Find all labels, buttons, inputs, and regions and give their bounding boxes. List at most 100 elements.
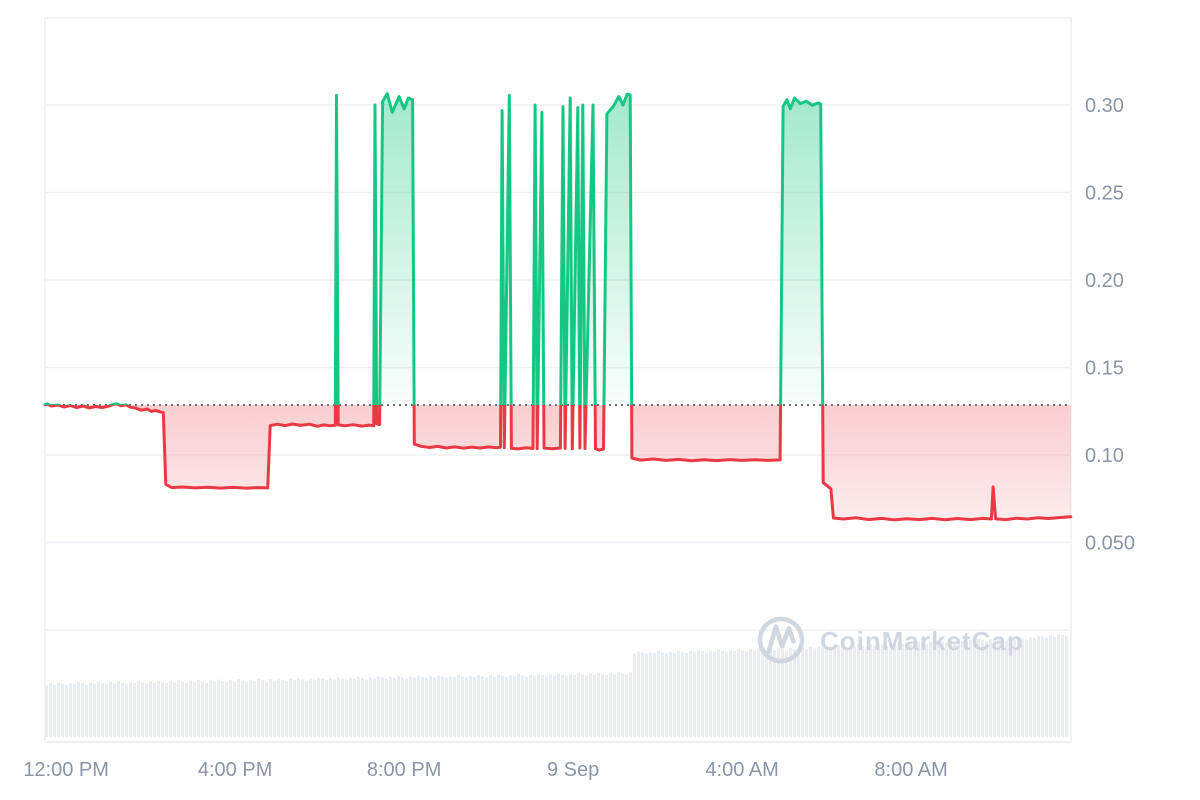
coinmarketcap-logo-icon: [757, 616, 805, 664]
volume-bar: [437, 675, 440, 737]
volume-bar: [273, 680, 276, 737]
x-tick-label: 8:00 AM: [874, 759, 947, 781]
volume-bar: [201, 681, 204, 737]
volume-bar: [1029, 637, 1032, 737]
volume-bar: [933, 642, 936, 737]
volume-bar: [449, 675, 452, 737]
volume-bar: [553, 675, 556, 737]
volume-bar: [269, 679, 272, 737]
volume-bar: [97, 681, 100, 737]
volume-bar: [373, 678, 376, 737]
volume-bar: [821, 647, 824, 737]
volume-bar: [889, 643, 892, 737]
y-axis-labels: 0.30 0.25 0.20 0.15 0.10 0.050: [1085, 95, 1135, 555]
volume-bar: [673, 652, 676, 737]
volume-bar: [89, 682, 92, 737]
volume-bar: [665, 653, 668, 737]
volume-bar: [993, 640, 996, 737]
volume-bar: [237, 679, 240, 737]
volume-bar: [401, 677, 404, 737]
volume-bar: [157, 680, 160, 737]
volume-bar: [409, 676, 412, 737]
volume-bar: [325, 680, 328, 737]
volume-bar: [225, 682, 228, 737]
volume-bar: [925, 643, 928, 737]
volume-bar: [445, 677, 448, 737]
volume-bar: [81, 683, 84, 737]
coinmarketcap-watermark: CoinMarketCap: [757, 616, 1023, 664]
volume-bar: [349, 677, 352, 737]
volume-bar: [65, 685, 68, 737]
volume-bar: [581, 674, 584, 737]
volume-bar: [817, 646, 820, 737]
volume-bar: [737, 648, 740, 737]
volume-bar: [765, 650, 768, 737]
volume-bar: [385, 678, 388, 737]
volume-bar: [113, 683, 116, 737]
volume-bar: [301, 679, 304, 737]
volume-bar: [693, 652, 696, 737]
volume-bar: [757, 648, 760, 737]
volume-bar: [833, 647, 836, 737]
volume-bar: [69, 682, 72, 737]
volume-bar: [229, 679, 232, 737]
volume-bar: [365, 679, 368, 737]
volume-bar: [653, 653, 656, 737]
volume-bar: [701, 651, 704, 737]
volume-bar: [633, 653, 636, 737]
volume-bar: [549, 674, 552, 737]
volume-bar: [1017, 637, 1020, 737]
volume-bar: [313, 679, 316, 737]
volume-bar: [209, 680, 212, 737]
chart-plot-area[interactable]: [45, 18, 1071, 742]
volume-bar: [989, 639, 992, 737]
volume-bar: [789, 648, 792, 737]
volume-bar: [53, 684, 56, 737]
volume-bar: [241, 680, 244, 737]
volume-bar: [785, 650, 788, 737]
volume-bar: [829, 646, 832, 737]
volume-bar: [417, 675, 420, 737]
price-area-below-baseline: [45, 405, 1071, 520]
volume-bar: [1053, 636, 1056, 737]
volume-bar: [885, 645, 888, 737]
volume-bar: [753, 650, 756, 737]
volume-bar: [649, 651, 652, 737]
volume-bar: [477, 674, 480, 737]
volume-bar: [685, 653, 688, 737]
volume-bar: [577, 672, 580, 737]
volume-bar: [761, 649, 764, 737]
volume-bar: [597, 672, 600, 737]
volume-bar: [741, 650, 744, 737]
volume-bar: [481, 676, 484, 737]
volume-bar: [493, 676, 496, 737]
volume-bar: [161, 681, 164, 737]
volume-bar: [329, 678, 332, 737]
volume-bar: [749, 649, 752, 737]
volume-bar: [137, 680, 140, 737]
volume-bar: [413, 677, 416, 737]
volume-bar: [453, 677, 456, 737]
x-tick-label: 12:00 PM: [23, 759, 109, 781]
volume-bar: [869, 644, 872, 737]
volume-bar: [129, 681, 132, 737]
volume-bar: [361, 678, 364, 737]
volume-bar: [873, 645, 876, 737]
volume-bar: [217, 679, 220, 737]
volume-bar: [657, 650, 660, 737]
volume-bar: [125, 683, 128, 737]
volume-bar: [93, 683, 96, 737]
volume-bar: [1021, 638, 1024, 737]
volume-bar: [689, 650, 692, 737]
volume-bar: [457, 674, 460, 737]
volume-bar: [937, 640, 940, 737]
volume-bar: [45, 685, 48, 737]
volume-bar: [677, 650, 680, 737]
volume-bar: [337, 677, 340, 737]
volume-bar: [745, 651, 748, 737]
volume-bar: [317, 677, 320, 737]
volume-bar: [245, 681, 248, 737]
volume-bar: [85, 684, 88, 737]
volume-bar: [629, 672, 632, 737]
